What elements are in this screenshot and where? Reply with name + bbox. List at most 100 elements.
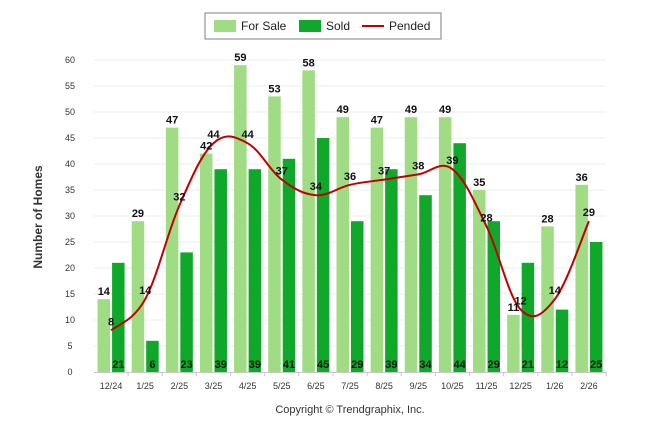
y-tick-label: 5 — [67, 341, 72, 351]
bar-for-sale — [404, 117, 418, 372]
label-sold: 25 — [590, 359, 602, 371]
label-pended: 28 — [480, 212, 492, 224]
x-tick-label: 1/25 — [136, 381, 154, 391]
label-for-sale: 11 — [508, 302, 520, 314]
label-for-sale: 49 — [405, 104, 417, 116]
label-sold: 6 — [149, 359, 155, 371]
bar-for-sale — [268, 96, 281, 373]
label-pended: 32 — [173, 192, 185, 204]
y-axis-label: Number of Homes — [31, 165, 45, 269]
y-tick-label: 10 — [65, 315, 75, 325]
label-pended: 29 — [583, 207, 595, 219]
label-sold: 44 — [454, 359, 467, 371]
label-for-sale: 49 — [439, 104, 451, 116]
label-sold: 39 — [215, 359, 227, 371]
legend: For Sale Sold Pended — [204, 12, 442, 40]
bar-for-sale — [131, 221, 145, 372]
label-pended: 38 — [412, 160, 424, 172]
y-tick-label: 0 — [67, 367, 72, 377]
x-tick-label: 4/25 — [239, 381, 257, 391]
bar-sold — [555, 309, 569, 372]
bar-sold — [487, 221, 501, 372]
bar-for-sale — [507, 314, 520, 372]
bar-sold — [385, 169, 398, 372]
label-sold: 39 — [385, 359, 397, 371]
pended-line — [110, 135, 590, 332]
y-tick-label: 45 — [65, 133, 75, 143]
label-sold: 23 — [180, 359, 192, 371]
label-sold: 21 — [522, 359, 534, 371]
x-tick-label: 1/26 — [546, 381, 564, 391]
x-tick-label: 12/24 — [100, 381, 123, 391]
label-pended: 44 — [207, 129, 220, 141]
x-tick-label: 10/25 — [441, 381, 464, 391]
label-sold: 29 — [351, 359, 363, 371]
label-for-sale: 28 — [541, 213, 553, 225]
y-tick-label: 20 — [65, 263, 75, 273]
label-sold: 41 — [283, 359, 295, 371]
legend-label-for-sale: For Sale — [241, 19, 287, 33]
legend-box — [204, 12, 442, 40]
legend-swatch-for-sale — [214, 20, 236, 32]
bars — [97, 65, 603, 373]
bar-sold — [351, 221, 364, 372]
bar-for-sale — [165, 127, 179, 372]
label-pended: 37 — [378, 166, 390, 178]
label-for-sale: 47 — [371, 115, 383, 127]
data-labels: 14 21 29 6 47 23 42 39 59 39 53 41 58 45 49 29 47 39 49 34 4… — [98, 52, 603, 371]
x-tick-label: 2/26 — [580, 381, 598, 391]
label-for-sale: 42 — [200, 141, 212, 153]
bar-for-sale — [541, 226, 554, 372]
x-tick-label: 6/25 — [307, 381, 325, 391]
legend-swatch-sold — [299, 20, 321, 32]
label-pended: 39 — [446, 155, 458, 167]
bar-sold — [112, 262, 125, 372]
label-sold: 45 — [317, 359, 329, 371]
x-tick-label: 11/25 — [476, 381, 498, 391]
bar-for-sale — [234, 65, 247, 372]
y-tick-label: 55 — [65, 81, 75, 91]
label-pended: 14 — [549, 285, 562, 297]
label-for-sale: 29 — [132, 208, 144, 220]
bar-for-sale — [438, 117, 452, 372]
bar-sold — [453, 143, 466, 372]
y-tick-label: 30 — [65, 211, 75, 221]
y-tick-label: 60 — [65, 55, 75, 65]
bar-sold — [316, 138, 330, 372]
label-for-sale: 49 — [337, 104, 349, 116]
y-tick-label: 40 — [65, 159, 75, 169]
label-sold: 39 — [249, 359, 261, 371]
bar-for-sale — [336, 117, 349, 372]
label-pended: 14 — [139, 285, 152, 297]
x-tick-label: 5/25 — [273, 381, 291, 391]
legend-label-pended: Pended — [389, 19, 430, 33]
bar-for-sale — [199, 153, 213, 372]
label-sold: 34 — [419, 359, 432, 371]
label-for-sale: 35 — [473, 177, 485, 189]
x-tick-label: 2/25 — [171, 381, 189, 391]
bar-for-sale — [302, 70, 315, 373]
label-for-sale: 36 — [576, 172, 588, 184]
x-tick-label: 12/25 — [509, 381, 532, 391]
legend-label-sold: Sold — [326, 19, 350, 33]
x-axis-ticks: 12/24 1/25 2/25 3/25 4/25 5/25 6/25 7/25 8/25 9/2… — [100, 372, 607, 391]
bar-for-sale — [370, 127, 384, 372]
y-tick-label: 35 — [65, 185, 75, 195]
x-tick-label: 8/25 — [375, 381, 393, 391]
bar-sold — [521, 262, 535, 372]
bar-sold — [180, 252, 193, 372]
label-for-sale: 58 — [302, 57, 314, 69]
bar-sold — [146, 340, 159, 372]
copyright-text: Copyright © Trendgraphix, Inc. — [275, 404, 424, 416]
label-pended: 44 — [241, 129, 254, 141]
label-for-sale: 59 — [234, 52, 246, 64]
bar-for-sale — [473, 190, 486, 372]
label-pended: 12 — [515, 296, 527, 308]
x-tick-label: 7/25 — [341, 381, 359, 391]
label-pended: 37 — [276, 166, 288, 178]
y-axis-ticks: 0 5 10 15 20 25 30 35 40 45 50 55 60 — [65, 55, 75, 377]
label-for-sale: 47 — [166, 115, 178, 127]
bar-sold — [419, 195, 432, 372]
x-tick-label: 9/25 — [410, 381, 428, 391]
gridlines — [94, 59, 606, 373]
